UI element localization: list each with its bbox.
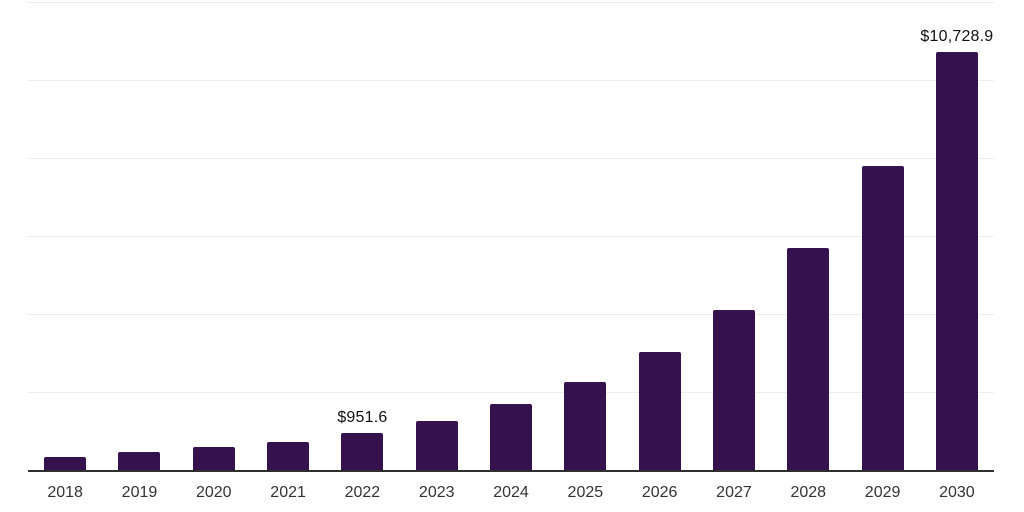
plot-area: $951.6 $10,728.9 <box>28 2 994 472</box>
gridline-6000 <box>28 236 994 237</box>
bar-column-2024 <box>474 2 548 470</box>
bar-column-2029 <box>845 2 919 470</box>
bar-column-2018 <box>28 2 102 470</box>
bar-2021 <box>267 441 310 470</box>
bar-chart: $951.6 $10,728.9 2018 2019 2020 2021 2022 2023… <box>28 0 994 512</box>
bar-column-2027 <box>697 2 771 470</box>
bar-2028 <box>787 248 830 470</box>
bars: $951.6 $10,728.9 <box>28 2 994 470</box>
bar-column-2025 <box>548 2 622 470</box>
bar-2024 <box>490 404 533 470</box>
x-tick-2029: 2029 <box>864 484 901 501</box>
x-tick-2026: 2026 <box>641 484 678 501</box>
x-tick-2024: 2024 <box>493 484 529 501</box>
x-tick-2030: 2030 <box>939 484 975 501</box>
bar-column-2030: $10,728.9 <box>920 2 994 470</box>
x-tick-2025: 2025 <box>567 484 604 501</box>
bar-column-2028 <box>771 2 845 470</box>
gridline-12000 <box>28 2 994 3</box>
bar-2029 <box>861 165 904 470</box>
x-tick-2028: 2028 <box>790 484 827 501</box>
x-tick-2023: 2023 <box>418 484 455 501</box>
data-label-2030: $10,728.9 <box>920 27 994 45</box>
gridline-10000 <box>28 80 994 81</box>
bar-column-2022: $951.6 <box>325 2 399 470</box>
bar-2020 <box>192 447 235 470</box>
x-tick-2022: 2022 <box>344 484 381 501</box>
bar-2027 <box>712 310 755 470</box>
bar-2026 <box>638 352 681 470</box>
x-tick-2027: 2027 <box>716 484 752 501</box>
bar-2030 <box>935 51 978 470</box>
x-tick-2021: 2021 <box>270 484 306 501</box>
gridline-2000 <box>28 392 994 394</box>
x-tick-2020: 2020 <box>195 484 232 501</box>
bar-column-2026 <box>623 2 697 470</box>
bar-column-2020 <box>177 2 251 470</box>
x-axis: 2018 2019 2020 2021 2022 2023 2024 2025 2026 2027… <box>28 484 994 502</box>
bar-2025 <box>564 382 607 470</box>
bar-column-2023 <box>400 2 474 470</box>
bar-column-2019 <box>102 2 176 470</box>
gridline-8000 <box>28 158 994 160</box>
bar-2022 <box>341 432 384 470</box>
bar-2023 <box>415 421 458 470</box>
x-tick-2018: 2018 <box>47 484 83 501</box>
data-label-2022: $951.6 <box>337 408 388 426</box>
bar-column-2021 <box>251 2 325 470</box>
bar-2018 <box>44 457 87 470</box>
bar-2019 <box>118 452 161 470</box>
gridline-4000 <box>28 314 994 316</box>
x-tick-2019: 2019 <box>121 484 158 501</box>
